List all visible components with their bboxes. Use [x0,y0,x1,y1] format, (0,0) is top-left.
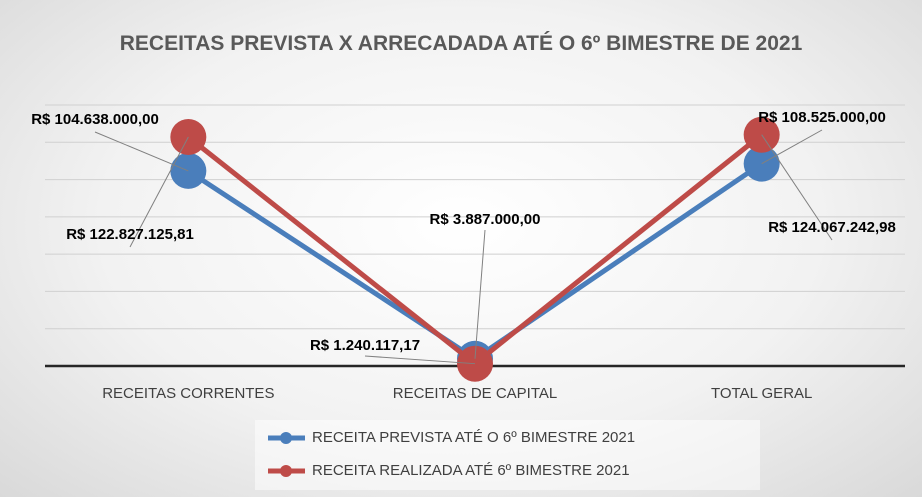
x-tick-label: TOTAL GERAL [711,385,812,402]
leader-line [474,229,486,359]
x-tick-label: RECEITAS DE CAPITAL [393,385,557,402]
legend-box [255,420,760,490]
data-label: R$ 104.638.000,00 [31,111,159,128]
series-line [186,161,764,362]
leader-line [364,355,476,365]
data-label: R$ 3.887.000,00 [429,211,541,228]
leader-line [129,136,189,248]
legend-marker [280,432,292,444]
leader-line [94,131,189,172]
data-label: R$ 108.525.000,00 [758,109,886,126]
leader-line [761,129,823,165]
data-label: R$ 1.240.117,17 [309,337,421,354]
series-line [186,132,764,367]
x-tick-label: RECEITAS CORRENTES [102,385,274,402]
legend-marker [280,465,292,477]
chart-title: RECEITAS PREVISTA X ARRECADADA ATÉ O 6º … [119,32,803,55]
legend-label: RECEITA REALIZADA ATÉ 6º BIMESTRE 2021 [312,462,630,479]
data-label: R$ 124.067.242,98 [768,219,896,236]
legend-label: RECEITA PREVISTA ATÉ O 6º BIMESTRE 2021 [312,429,635,446]
data-label: R$ 122.827.125,81 [66,226,194,243]
leader-line [761,134,833,241]
